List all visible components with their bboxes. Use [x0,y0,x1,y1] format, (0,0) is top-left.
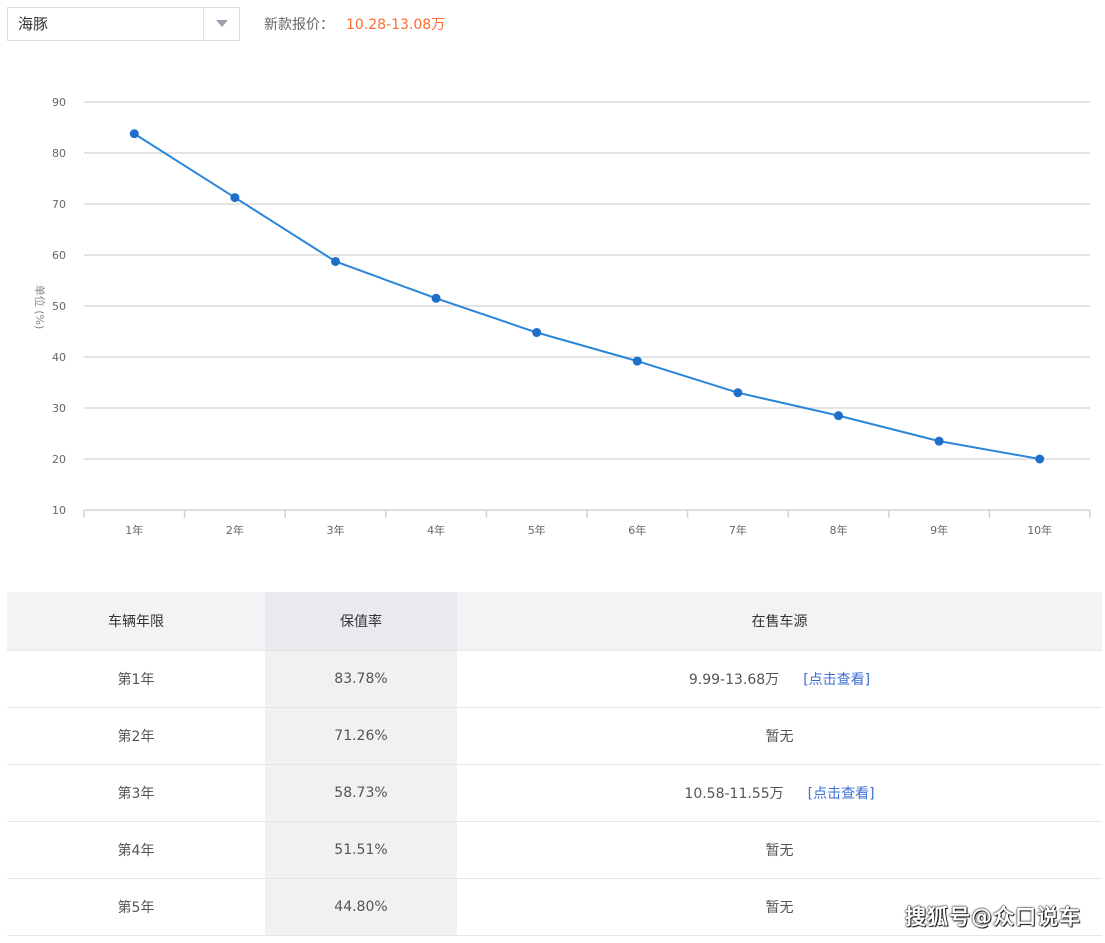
cell-retention-rate: 58.73% [265,764,457,822]
x-tick-label: 7年 [729,523,747,537]
watermark: 搜狐号@众口说车 [905,905,1081,929]
cell-available-listings: 暂无 [457,878,1102,936]
y-axis-ticks: 10 20 30 40 50 60 70 80 90 [52,96,66,517]
vehicle-model-select[interactable]: 海豚 [7,7,240,41]
cell-retention-rate: 83.78% [265,650,457,708]
table-row: 第5年 44.80% 暂无 [7,878,1102,936]
residual-value-chart: 10 20 30 40 50 60 70 80 90 1年 2年 3年 4年 5年 6年 7年 8年 9年 10年… [33,96,1091,537]
table-header-row: 车辆年限 保值率 在售车源 [7,592,1102,651]
cell-year: 第5年 [7,878,265,936]
chart-grid [84,101,1090,460]
series-line [133,132,1040,460]
y-tick-label: 20 [52,453,66,466]
cell-available-listings: 10.58-11.55万 [点击查看] [457,764,1102,822]
new-price-value: 10.28-13.08万 [346,17,446,33]
table-row: 第3年 58.73% 10.58-11.55万 [点击查看] [7,764,1102,822]
cell-available-listings: 暂无 [457,821,1102,879]
x-tick-label: 1年 [125,523,143,537]
data-point[interactable] [532,328,542,338]
chevron-down-icon [215,20,228,27]
listing-price-range: 暂无 [765,900,794,916]
view-listings-link[interactable]: [点击查看] [807,786,875,802]
x-tick-label: 5年 [528,523,546,537]
vehicle-model-select-value: 海豚 [18,15,49,33]
listing-price-range: 暂无 [765,843,794,859]
y-tick-label: 40 [52,351,66,364]
cell-year: 第4年 [7,821,265,879]
cell-available-listings: 9.99-13.68万 [点击查看] [457,650,1102,708]
dropdown-toggle-button[interactable] [203,8,239,40]
cell-year: 第3年 [7,764,265,822]
cell-retention-rate: 44.80% [265,878,457,936]
data-point[interactable] [1035,454,1045,464]
cell-year: 第1年 [7,650,265,708]
data-point[interactable] [834,411,843,421]
x-tick-label: 6年 [628,523,646,537]
new-price-label: 新款报价： [264,17,334,33]
x-tick-label: 4年 [427,523,445,537]
x-tick-label: 2年 [226,523,244,537]
data-point[interactable] [934,436,944,446]
listing-price-range: 10.58-11.55万 [684,786,784,802]
x-tick-label: 3年 [327,523,345,537]
residual-value-table: 车辆年限 保值率 在售车源 第1年 83.78% 9.99-13.68万 [点击查看]… [7,592,1102,936]
view-listings-link[interactable]: [点击查看] [803,672,871,688]
x-tick-label: 8年 [830,523,848,537]
data-point[interactable] [431,293,441,303]
y-axis-label: 单位 (%) [33,285,47,330]
cell-retention-rate: 71.26% [265,707,457,765]
cell-year: 第2年 [7,707,265,765]
header-available-listings: 在售车源 [457,592,1102,651]
x-axis: 1年 2年 3年 4年 5年 6年 7年 8年 9年 10年 [83,509,1091,537]
header-vehicle-years: 车辆年限 [7,592,265,651]
y-tick-label: 90 [52,96,66,109]
chart-series [129,129,1045,464]
cell-retention-rate: 51.51% [265,821,457,879]
y-tick-label: 30 [52,402,66,415]
data-point[interactable] [733,388,743,398]
data-point[interactable] [230,193,240,203]
y-tick-label: 60 [52,249,66,262]
y-tick-label: 10 [52,504,66,517]
listing-price-range: 9.99-13.68万 [688,672,780,688]
listing-price-range: 暂无 [765,729,794,745]
y-tick-label: 80 [52,147,66,160]
x-tick-label: 9年 [930,523,948,537]
header-retention-rate: 保值率 [265,592,457,651]
x-tick-label: 10年 [1027,523,1052,537]
data-point[interactable] [129,129,139,139]
table-row: 第2年 71.26% 暂无 [7,707,1102,765]
table-row: 第1年 83.78% 9.99-13.68万 [点击查看] [7,650,1102,708]
data-point[interactable] [632,356,642,366]
y-tick-label: 50 [52,300,66,313]
cell-available-listings: 暂无 [457,707,1102,765]
y-tick-label: 70 [52,198,66,211]
table-row: 第4年 51.51% 暂无 [7,821,1102,879]
data-point[interactable] [331,256,340,266]
